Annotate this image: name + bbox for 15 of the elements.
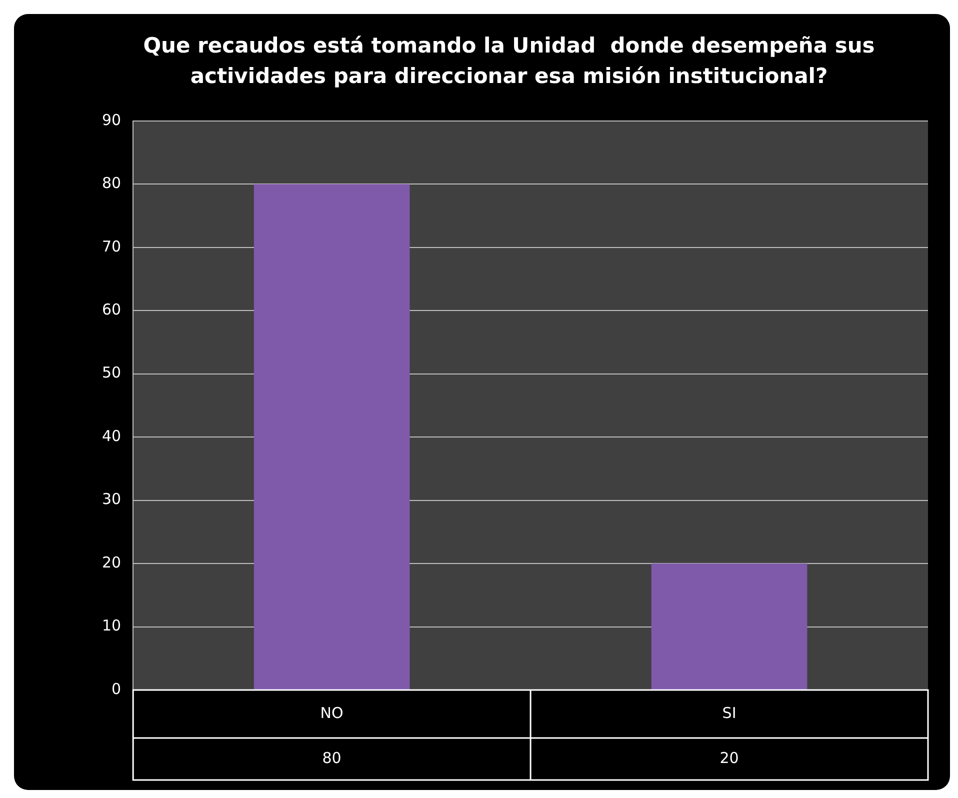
y-tick-label: 40: [102, 426, 122, 445]
data-label: 20: [720, 748, 739, 767]
data-label: 80: [322, 748, 342, 767]
y-tick-label: 80: [102, 174, 122, 192]
y-tick-label: 0: [112, 680, 122, 698]
x-tick-label: NO: [320, 704, 344, 722]
y-tick-label: 10: [102, 616, 122, 635]
x-tick-label: SI: [722, 704, 736, 722]
y-tick-label: 20: [102, 553, 122, 572]
chart-title: Que recaudos está tomando la Unidad donde desempeña sus actividades para direccionar esa misión institucional?: [143, 34, 875, 88]
y-tick-label: 30: [102, 490, 122, 508]
y-tick-label: 60: [102, 300, 122, 318]
y-tick-label: 70: [102, 237, 122, 256]
y-tick-label: 50: [102, 364, 122, 382]
y-tick-label: 90: [102, 110, 122, 129]
